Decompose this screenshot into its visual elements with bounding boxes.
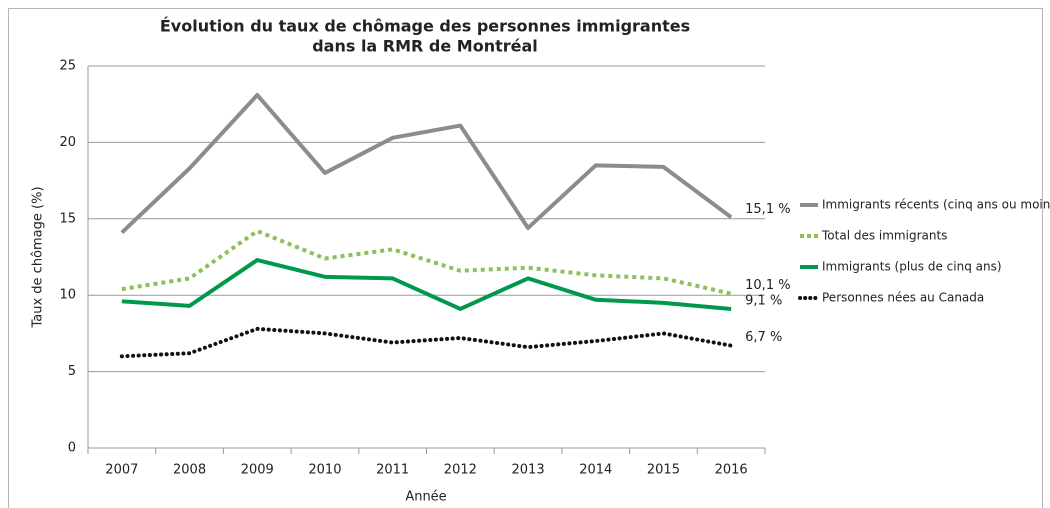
x-tick-label: 2014	[579, 463, 612, 478]
series-line	[120, 93, 733, 235]
y-tick-label: 15	[59, 211, 76, 226]
legend-label: Immigrants récents (cinq ans ou moins)	[822, 198, 1050, 212]
y-tick-label: 20	[59, 135, 76, 150]
y-axis-label: Taux de chômage (%)	[31, 186, 46, 328]
x-tick-label: 2015	[647, 463, 680, 478]
frame	[8, 8, 1043, 508]
legend-label: Total des immigrants	[821, 229, 947, 243]
x-axis-label: Année	[405, 490, 446, 505]
legend-label: Personnes nées au Canada	[822, 291, 984, 305]
y-tick-label: 5	[68, 364, 76, 379]
x-tick-label: 2013	[512, 463, 545, 478]
x-tick-label: 2016	[715, 463, 748, 478]
y-tick-label: 0	[68, 441, 76, 456]
data-label: 10,1 %	[745, 278, 790, 293]
y-tick-label: 25	[59, 59, 76, 74]
x-tick-label: 2012	[444, 463, 477, 478]
series-line	[121, 229, 732, 296]
data-label: 9,1 %	[745, 293, 782, 308]
x-tick-label: 2010	[308, 463, 341, 478]
x-tick-label: 2007	[105, 463, 138, 478]
x-tick-label: 2009	[241, 463, 274, 478]
series-line	[119, 326, 734, 359]
legend-label: Immigrants (plus de cinq ans)	[822, 260, 1002, 274]
chart-title: dans la RMR de Montréal	[312, 37, 538, 56]
chart-title: Évolution du taux de chômage des personn…	[160, 17, 690, 36]
series-line	[121, 258, 732, 311]
x-tick-label: 2011	[376, 463, 409, 478]
x-tick-label: 2008	[173, 463, 206, 478]
data-label: 6,7 %	[745, 330, 782, 345]
y-tick-label: 10	[59, 288, 76, 303]
data-label: 15,1 %	[745, 202, 790, 217]
